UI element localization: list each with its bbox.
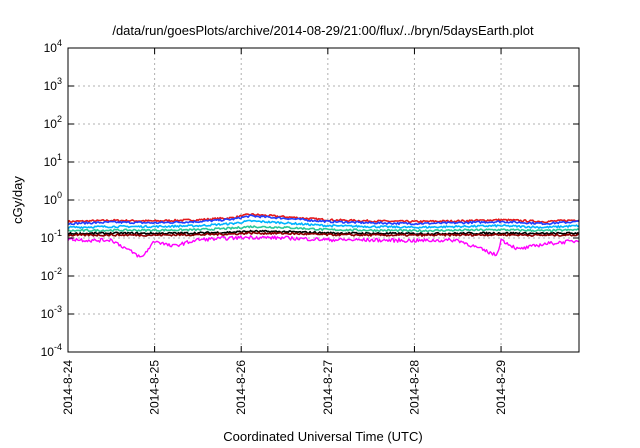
series-line — [67, 214, 580, 226]
y-tick-base: 10 — [41, 307, 55, 321]
y-tick-exponent: 0 — [57, 190, 62, 200]
x-tick-label: 2014-8-29 — [494, 360, 508, 415]
y-tick-base: 10 — [41, 345, 55, 359]
y-tick-label: 100 — [44, 190, 62, 207]
series-line — [67, 225, 580, 233]
y-tick-exponent: -4 — [54, 342, 62, 352]
y-tick-exponent: -1 — [54, 228, 62, 238]
y-tick-label: 101 — [44, 152, 62, 169]
y-tick-label: 10-1 — [41, 228, 62, 245]
y-tick-label: 104 — [44, 38, 62, 55]
y-tick-base: 10 — [44, 155, 58, 169]
y-tick-base: 10 — [44, 41, 58, 55]
y-tick-label: 102 — [44, 114, 62, 131]
y-tick-exponent: 1 — [57, 152, 62, 162]
x-tick-label: 2014-8-27 — [321, 360, 335, 415]
series-line — [67, 231, 580, 237]
x-axis-label: Coordinated Universal Time (UTC) — [223, 429, 422, 444]
series-line — [67, 219, 580, 230]
series-line — [67, 235, 580, 258]
grid — [68, 48, 579, 352]
y-tick-label: 103 — [44, 76, 62, 93]
y-tick-label: 10-3 — [41, 304, 62, 321]
x-tick-label: 2014-8-25 — [148, 360, 162, 415]
y-tick-exponent: -3 — [54, 304, 62, 314]
y-tick-base: 10 — [44, 79, 58, 93]
y-tick-base: 10 — [41, 231, 55, 245]
y-tick-exponent: 2 — [57, 114, 62, 124]
y-tick-label: 10-2 — [41, 266, 62, 283]
y-axis-label: cGy/day — [10, 176, 25, 224]
y-tick-label: 10-4 — [41, 342, 62, 359]
y-tick-base: 10 — [41, 269, 55, 283]
x-tick-label: 2014-8-24 — [61, 360, 75, 415]
x-tick-label: 2014-8-26 — [234, 360, 248, 415]
series-group — [67, 213, 580, 258]
x-tick-label: 2014-8-28 — [407, 360, 421, 415]
x-axis: 2014-8-24 2014-8-25 2014-8-26 2014-8-27 2014… — [61, 48, 508, 415]
chart-title: /data/run/goesPlots/archive/2014-08-29/2… — [112, 23, 534, 38]
y-tick-exponent: 4 — [57, 38, 62, 48]
y-tick-base: 10 — [44, 117, 58, 131]
y-tick-exponent: 3 — [57, 76, 62, 86]
y-tick-exponent: -2 — [54, 266, 62, 276]
y-tick-base: 10 — [44, 193, 58, 207]
